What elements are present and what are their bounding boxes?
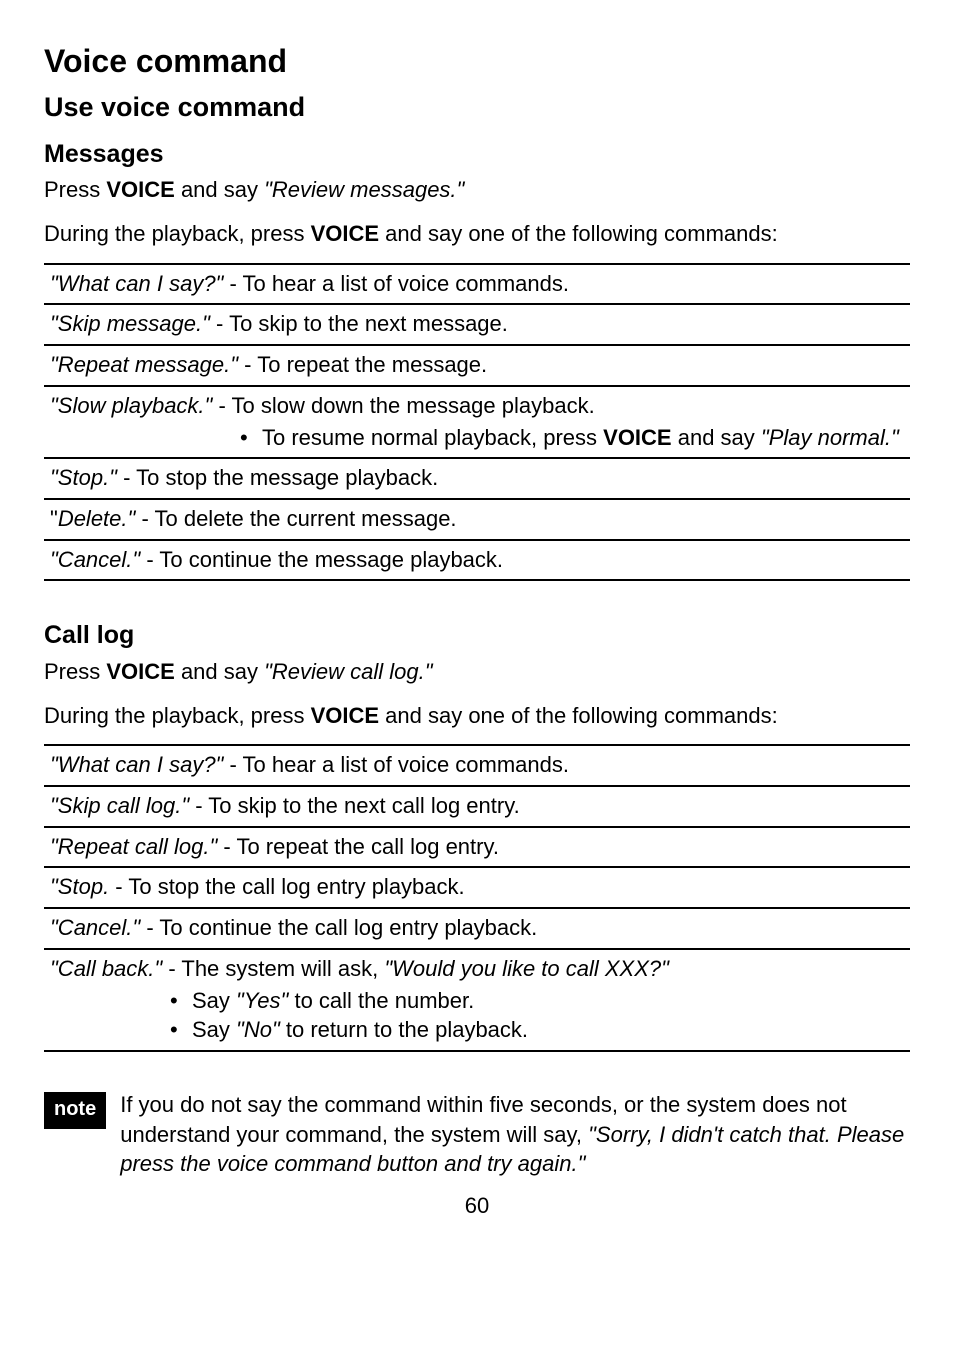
page-title: Voice command [44,40,910,83]
text: to call the number. [288,988,474,1013]
voice-phrase: "Play normal." [761,425,899,450]
voice-key: VOICE [311,703,379,728]
separator: - [135,506,154,531]
separator: - [117,465,136,490]
messages-intro: Press VOICE and say "Review messages." D… [44,175,910,248]
separator: - [109,874,128,899]
text: and say one of the following commands: [379,221,778,246]
voice-phrase: "Cancel." [50,915,140,940]
note-text: If you do not say the command within fiv… [120,1090,910,1179]
voice-phrase: "Cancel." [50,547,140,572]
call-log-intro: Press VOICE and say "Review call log." D… [44,657,910,730]
command-row: "Slow playback." - To slow down the mess… [44,387,910,459]
command-description: To repeat the call log entry. [236,834,499,859]
command-description: To stop the message playback. [136,465,438,490]
voice-phrase: "Stop." [50,465,117,490]
command-row: "Repeat call log." - To repeat the call … [44,828,910,869]
command-row: "Cancel." - To continue the call log ent… [44,909,910,950]
command-row: "Call back." - The system will ask, "Wou… [44,950,910,1052]
call-log-heading: Call log [44,619,910,653]
command-row: "What can I say?" - To hear a list of vo… [44,746,910,787]
command-description: To delete the current message. [154,506,456,531]
separator: - [223,752,242,777]
text: During the playback, press [44,221,311,246]
voice-phrase: Delete." [58,506,136,531]
separator: - [238,352,257,377]
voice-phrase: "Slow playback." [50,393,212,418]
voice-phrase: "What can I say?" [50,271,223,296]
messages-command-list: "What can I say?" - To hear a list of vo… [44,263,910,582]
command-description: To hear a list of voice commands. [243,271,569,296]
voice-phrase: "Review call log." [264,659,432,684]
command-description: To slow down the message playback. [232,393,595,418]
text: and say [175,177,264,202]
voice-phrase: "Review messages." [264,177,464,202]
separator: - [223,271,242,296]
note-label: note [44,1092,106,1129]
call-log-command-list: "What can I say?" - To hear a list of vo… [44,744,910,1052]
text: and say [672,425,761,450]
separator: - [210,311,229,336]
command-row: "Skip call log." - To skip to the next c… [44,787,910,828]
command-description: To skip to the next message. [229,311,508,336]
voice-key: VOICE [603,425,671,450]
text: Press [44,177,106,202]
command-description: To stop the call log entry playback. [128,874,464,899]
sub-bullet-item: To resume normal playback, press VOICE a… [240,423,904,453]
text: and say [175,659,264,684]
text: To resume normal playback, press [262,425,603,450]
voice-key: VOICE [106,177,174,202]
sub-bullet-item: Say "Yes" to call the number. [170,986,904,1016]
page-number: 60 [44,1191,910,1221]
voice-phrase: "Skip call log." [50,793,189,818]
text: Say [192,988,236,1013]
command-row: "Stop. - To stop the call log entry play… [44,868,910,909]
messages-heading: Messages [44,138,910,172]
command-row: "Stop." - To stop the message playback. [44,459,910,500]
voice-phrase: "What can I say?" [50,752,223,777]
command-description: To continue the call log entry playback. [159,915,537,940]
text: The system will ask, [181,956,384,981]
voice-phrase: "Stop. [50,874,109,899]
separator: - [140,547,159,572]
separator: - [212,393,231,418]
command-description: To repeat the message. [257,352,487,377]
text: " [50,506,58,531]
voice-phrase: "Repeat call log." [50,834,217,859]
command-description: To hear a list of voice commands. [243,752,569,777]
text: to return to the playback. [280,1017,528,1042]
separator: - [217,834,236,859]
text: Press [44,659,106,684]
text: and say one of the following commands: [379,703,778,728]
sub-bullet-list: Say "Yes" to call the number.Say "No" to… [10,986,904,1045]
note-block: note If you do not say the command withi… [44,1090,910,1179]
voice-phrase: "Call back." [50,956,162,981]
voice-phrase: "Yes" [236,988,288,1013]
command-row: "Delete." - To delete the current messag… [44,500,910,541]
messages-section: Messages Press VOICE and say "Review mes… [44,138,910,582]
text: Say [192,1017,236,1042]
command-row: "Skip message." - To skip to the next me… [44,305,910,346]
voice-phrase: "No" [236,1017,280,1042]
command-row: "What can I say?" - To hear a list of vo… [44,265,910,306]
page-subtitle: Use voice command [44,89,910,125]
command-description: To continue the message playback. [159,547,503,572]
voice-phrase: "Skip message." [50,311,210,336]
command-description: To skip to the next call log entry. [208,793,519,818]
voice-phrase: "Would you like to call XXX?" [384,956,669,981]
separator: - [140,915,159,940]
sub-bullet-item: Say "No" to return to the playback. [170,1015,904,1045]
sub-bullet-list: To resume normal playback, press VOICE a… [50,423,904,453]
voice-key: VOICE [311,221,379,246]
call-log-section: Call log Press VOICE and say "Review cal… [44,619,910,1052]
separator: - [162,956,181,981]
voice-key: VOICE [106,659,174,684]
voice-phrase: "Repeat message." [50,352,238,377]
command-row: "Cancel." - To continue the message play… [44,541,910,582]
separator: - [189,793,208,818]
command-row: "Repeat message." - To repeat the messag… [44,346,910,387]
text: During the playback, press [44,703,311,728]
